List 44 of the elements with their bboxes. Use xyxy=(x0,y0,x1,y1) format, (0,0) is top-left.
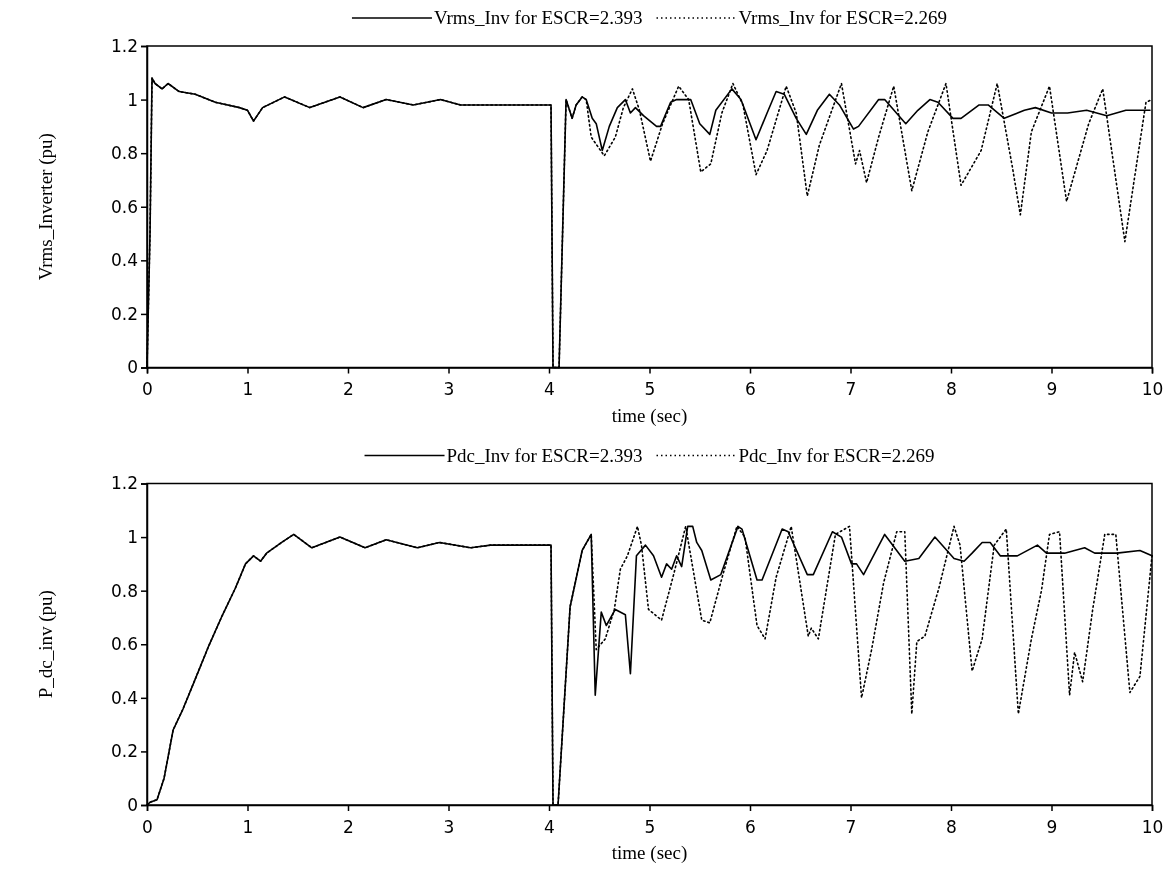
x-tick-label: 3 xyxy=(443,379,455,400)
x-tick-label: 8 xyxy=(946,816,957,837)
x-tick-label: 10 xyxy=(1141,816,1164,837)
x-tick-label: 8 xyxy=(946,379,957,400)
y-tick-label: 0.2 xyxy=(110,741,138,762)
x-tick-label: 7 xyxy=(845,816,857,837)
y-axis-title: P_dc_inv (pu) xyxy=(35,590,57,699)
x-tick-label: 3 xyxy=(443,816,455,837)
y-axis-title: Vrms_Inverter (pu) xyxy=(35,133,57,281)
y-tick-label: 0 xyxy=(127,794,138,815)
y-tick-label: 1 xyxy=(127,89,138,110)
x-axis-title: time (sec) xyxy=(611,842,688,864)
x-tick-label: 4 xyxy=(544,379,555,400)
x-tick-label: 1 xyxy=(242,379,254,400)
x-tick-label: 5 xyxy=(644,379,656,400)
x-tick-label: 2 xyxy=(343,816,354,837)
y-tick-label: 0.6 xyxy=(110,196,138,217)
x-tick-label: 4 xyxy=(544,816,555,837)
x-tick-label: 5 xyxy=(644,816,656,837)
legend-label: Vrms_Inv for ESCR=2.393 xyxy=(433,7,643,28)
x-tick-label: 10 xyxy=(1141,379,1164,400)
legend-label: Vrms_Inv for ESCR=2.269 xyxy=(738,7,948,28)
y-tick-label: 1 xyxy=(127,527,138,548)
y-tick-label: 0.4 xyxy=(110,687,138,708)
y-tick-label: 1.2 xyxy=(110,35,138,56)
x-axis-title: time (sec) xyxy=(611,404,688,427)
legend-label: Pdc_Inv for ESCR=2.269 xyxy=(738,444,935,466)
x-tick-label: 6 xyxy=(745,379,756,400)
x-tick-label: 9 xyxy=(1046,816,1058,837)
y-tick-label: 0.2 xyxy=(110,303,138,324)
x-tick-label: 9 xyxy=(1046,379,1058,400)
y-tick-label: 0.4 xyxy=(110,250,138,271)
y-tick-label: 0 xyxy=(127,357,138,378)
legend-label: Pdc_Inv for ESCR=2.393 xyxy=(446,444,643,466)
y-tick-label: 0.6 xyxy=(110,634,138,655)
y-tick-label: 0.8 xyxy=(110,143,138,164)
y-tick-label: 1.2 xyxy=(110,473,138,494)
y-tick-label: 0.8 xyxy=(110,580,138,601)
x-tick-label: 0 xyxy=(142,816,153,837)
x-tick-label: 7 xyxy=(845,379,857,400)
x-tick-label: 1 xyxy=(242,816,254,837)
x-tick-label: 0 xyxy=(142,379,153,400)
x-tick-label: 2 xyxy=(343,379,354,400)
x-tick-label: 6 xyxy=(745,816,756,837)
